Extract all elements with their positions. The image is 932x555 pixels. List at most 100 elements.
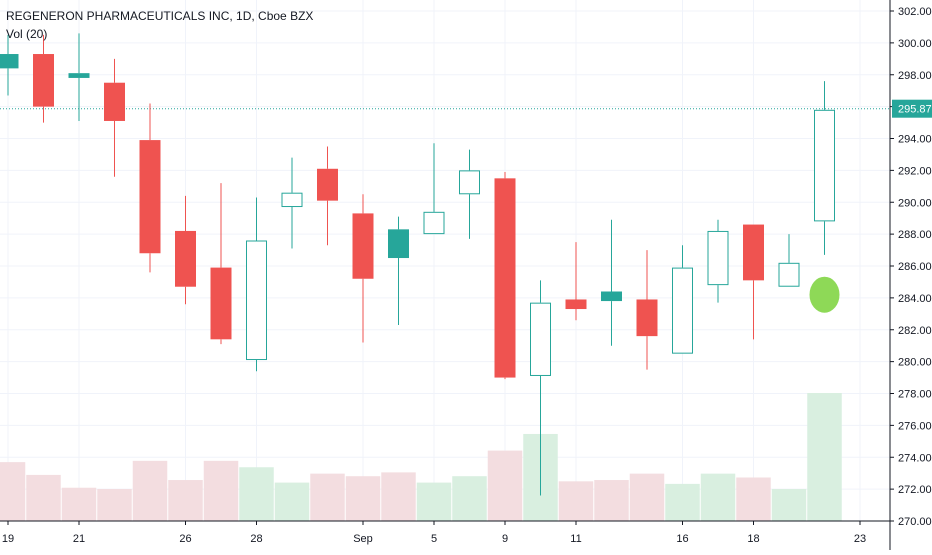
- candle: [601, 219, 622, 346]
- y-tick-label: 278.00: [898, 389, 932, 401]
- volume-bar: [61, 487, 97, 521]
- x-tick-label: 23: [854, 533, 866, 545]
- y-tick-label: 284.00: [898, 293, 932, 305]
- y-tick-label: 282.00: [898, 325, 932, 337]
- last-price-label: 295.87: [898, 104, 932, 116]
- x-tick-label: 28: [250, 533, 262, 545]
- candle: [0, 34, 19, 96]
- volume-bar: [381, 472, 416, 521]
- candle: [565, 242, 587, 321]
- y-tick-label: 292.00: [898, 165, 932, 177]
- annotation-marker[interactable]: [809, 276, 840, 313]
- volume-bar: [310, 473, 345, 521]
- candle-body: [246, 240, 267, 361]
- y-tick-label: 276.00: [898, 420, 932, 432]
- candle-body: [352, 213, 374, 279]
- x-tick-label: 16: [676, 533, 688, 545]
- candle-body: [565, 299, 587, 310]
- volume-bar: [416, 482, 452, 521]
- x-tick-label: 26: [179, 533, 191, 545]
- candle: [175, 195, 196, 305]
- candle: [459, 149, 480, 239]
- y-tick-label: 298.00: [898, 70, 932, 82]
- volume-indicator-label: Vol (20): [6, 27, 48, 41]
- candle-body: [707, 230, 729, 286]
- volume-bar: [558, 481, 594, 521]
- volume-bar: [345, 476, 381, 521]
- candle: [68, 33, 90, 121]
- candle-body: [530, 302, 551, 376]
- candle: [743, 224, 764, 340]
- x-tick-label: 5: [431, 533, 437, 545]
- volume-bar: [0, 462, 26, 521]
- candle: [814, 81, 835, 255]
- candle: [388, 216, 409, 325]
- volume-bar: [700, 473, 736, 521]
- candle-body: [0, 54, 19, 69]
- candles: [0, 33, 835, 496]
- candle: [636, 250, 658, 370]
- candle-body: [175, 230, 196, 287]
- chart-title: REGENERON PHARMACEUTICALS INC, 1D, Cboe …: [6, 9, 314, 23]
- candle: [707, 219, 729, 303]
- candle: [352, 194, 374, 343]
- y-tick-label: 300.00: [898, 38, 932, 50]
- candle-body: [814, 109, 835, 222]
- candle-body: [68, 73, 90, 78]
- candle-body: [139, 140, 161, 254]
- candle-body: [601, 291, 622, 302]
- volume-bar: [97, 489, 132, 521]
- volume-bar: [452, 476, 487, 521]
- candle: [104, 58, 125, 177]
- y-tick-label: 270.00: [898, 516, 932, 528]
- candle-body: [778, 262, 800, 287]
- volume-bar: [594, 480, 629, 521]
- y-tick-label: 280.00: [898, 357, 932, 369]
- x-tick-label: 21: [73, 533, 85, 545]
- candle-body: [388, 229, 409, 259]
- candle-body: [281, 192, 303, 208]
- candle-body: [494, 178, 516, 378]
- candle-body: [636, 299, 658, 337]
- y-tick-label: 272.00: [898, 484, 932, 496]
- x-tick-label: 18: [747, 533, 759, 545]
- candle: [672, 245, 693, 354]
- x-tick-label: 9: [502, 533, 508, 545]
- candle: [317, 146, 338, 246]
- volume-bar: [274, 482, 310, 521]
- volume-bar: [239, 467, 274, 521]
- y-tick-label: 302.00: [898, 6, 932, 18]
- candle-body: [743, 224, 764, 281]
- y-tick-label: 294.00: [898, 134, 932, 146]
- y-tick-label: 290.00: [898, 197, 932, 209]
- candle-body: [672, 267, 693, 354]
- candle: [281, 157, 303, 249]
- y-tick-label: 288.00: [898, 229, 932, 241]
- candle-body: [459, 170, 480, 195]
- volume-bar: [487, 450, 523, 521]
- candle-body: [104, 82, 125, 121]
- x-tick-label: Sep: [353, 533, 373, 545]
- volume-bar: [629, 473, 665, 521]
- volume-bar: [736, 477, 771, 521]
- volume-bar: [665, 483, 700, 521]
- volume-bar: [203, 460, 239, 521]
- candle: [33, 34, 54, 123]
- volume-bar: [807, 393, 842, 521]
- candle: [494, 171, 516, 380]
- candle: [210, 183, 232, 345]
- candle: [778, 234, 800, 287]
- candle: [139, 103, 161, 273]
- y-tick-label: 274.00: [898, 452, 932, 464]
- x-tick-label: 11: [570, 533, 581, 545]
- volume-bar: [771, 489, 807, 521]
- x-tick-label: 19: [2, 533, 14, 545]
- volume-bar: [132, 460, 168, 521]
- candle: [530, 280, 551, 496]
- candle-body: [317, 168, 338, 201]
- last-price-badge-bg: [892, 99, 932, 118]
- candle-body: [210, 267, 232, 340]
